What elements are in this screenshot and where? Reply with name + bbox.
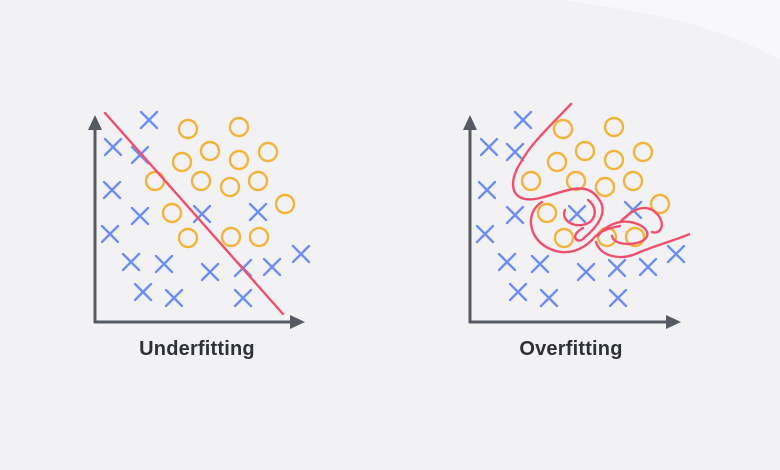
- x-mark-icon: [100, 224, 120, 244]
- class-b-points: [144, 116, 296, 249]
- underfitting-panel: [85, 95, 315, 335]
- circle-marker-icon: [247, 170, 269, 192]
- x-mark-icon: [479, 137, 499, 157]
- class-b-points: [520, 116, 671, 249]
- circle-marker-icon: [553, 227, 575, 249]
- circle-marker-icon: [603, 149, 625, 171]
- circle-marker-icon: [565, 170, 587, 192]
- circle-marker-icon: [257, 141, 279, 163]
- x-mark-icon: [139, 110, 159, 130]
- circle-marker-icon: [228, 149, 250, 171]
- circle-marker-icon: [603, 116, 625, 138]
- class-a-points: [475, 110, 686, 308]
- x-mark-icon: [164, 288, 184, 308]
- circle-marker-icon: [552, 118, 574, 140]
- x-mark-icon: [291, 244, 311, 264]
- x-mark-icon: [154, 254, 174, 274]
- circle-marker-icon: [632, 141, 654, 163]
- x-mark-icon: [513, 110, 533, 130]
- overfitting-label: Overfitting: [519, 338, 623, 360]
- circle-marker-icon: [649, 193, 671, 215]
- arrowhead-icon: [463, 115, 477, 130]
- circle-marker-icon: [144, 170, 166, 192]
- circle-marker-icon: [161, 202, 183, 224]
- x-mark-icon: [508, 282, 528, 302]
- arrowhead-icon: [88, 115, 102, 130]
- x-mark-icon: [666, 244, 686, 264]
- circle-marker-icon: [219, 176, 241, 198]
- x-mark-icon: [102, 180, 122, 200]
- circle-marker-icon: [520, 170, 542, 192]
- circle-marker-icon: [220, 226, 242, 248]
- circle-marker-icon: [190, 170, 212, 192]
- x-mark-icon: [539, 288, 559, 308]
- circle-marker-icon: [171, 151, 193, 173]
- overfitting-panel: [460, 95, 690, 335]
- x-mark-icon: [477, 180, 497, 200]
- underfitting-plot: [88, 110, 311, 329]
- circle-marker-icon: [622, 170, 644, 192]
- x-mark-icon: [200, 262, 220, 282]
- circle-marker-icon: [177, 227, 199, 249]
- circle-marker-icon: [624, 226, 646, 248]
- arrowhead-icon: [666, 315, 681, 329]
- x-mark-icon: [505, 142, 525, 162]
- circle-marker-icon: [199, 140, 221, 162]
- circle-marker-icon: [248, 226, 270, 248]
- decision-boundary-line: [103, 111, 285, 316]
- x-mark-icon: [121, 252, 141, 272]
- circle-marker-icon: [228, 116, 250, 138]
- x-mark-icon: [567, 204, 587, 224]
- x-mark-icon: [530, 254, 550, 274]
- x-mark-icon: [133, 282, 153, 302]
- decision-boundary-curve: [511, 102, 690, 259]
- circle-marker-icon: [574, 140, 596, 162]
- overfitting-plot: [463, 102, 690, 329]
- x-mark-icon: [607, 258, 627, 278]
- x-mark-icon: [576, 262, 596, 282]
- x-mark-icon: [497, 252, 517, 272]
- circle-marker-icon: [536, 202, 558, 224]
- arrowhead-icon: [290, 315, 305, 329]
- circle-marker-icon: [594, 176, 616, 198]
- x-mark-icon: [262, 257, 282, 277]
- x-mark-icon: [233, 288, 253, 308]
- x-mark-icon: [638, 257, 658, 277]
- circle-marker-icon: [274, 193, 296, 215]
- x-mark-icon: [192, 204, 212, 224]
- circle-marker-icon: [546, 151, 568, 173]
- x-mark-icon: [103, 137, 123, 157]
- x-mark-icon: [475, 224, 495, 244]
- underfitting-label: Underfitting: [139, 338, 255, 360]
- x-mark-icon: [608, 288, 628, 308]
- x-mark-icon: [505, 205, 525, 225]
- circle-marker-icon: [177, 118, 199, 140]
- x-mark-icon: [130, 206, 150, 226]
- x-mark-icon: [248, 202, 268, 222]
